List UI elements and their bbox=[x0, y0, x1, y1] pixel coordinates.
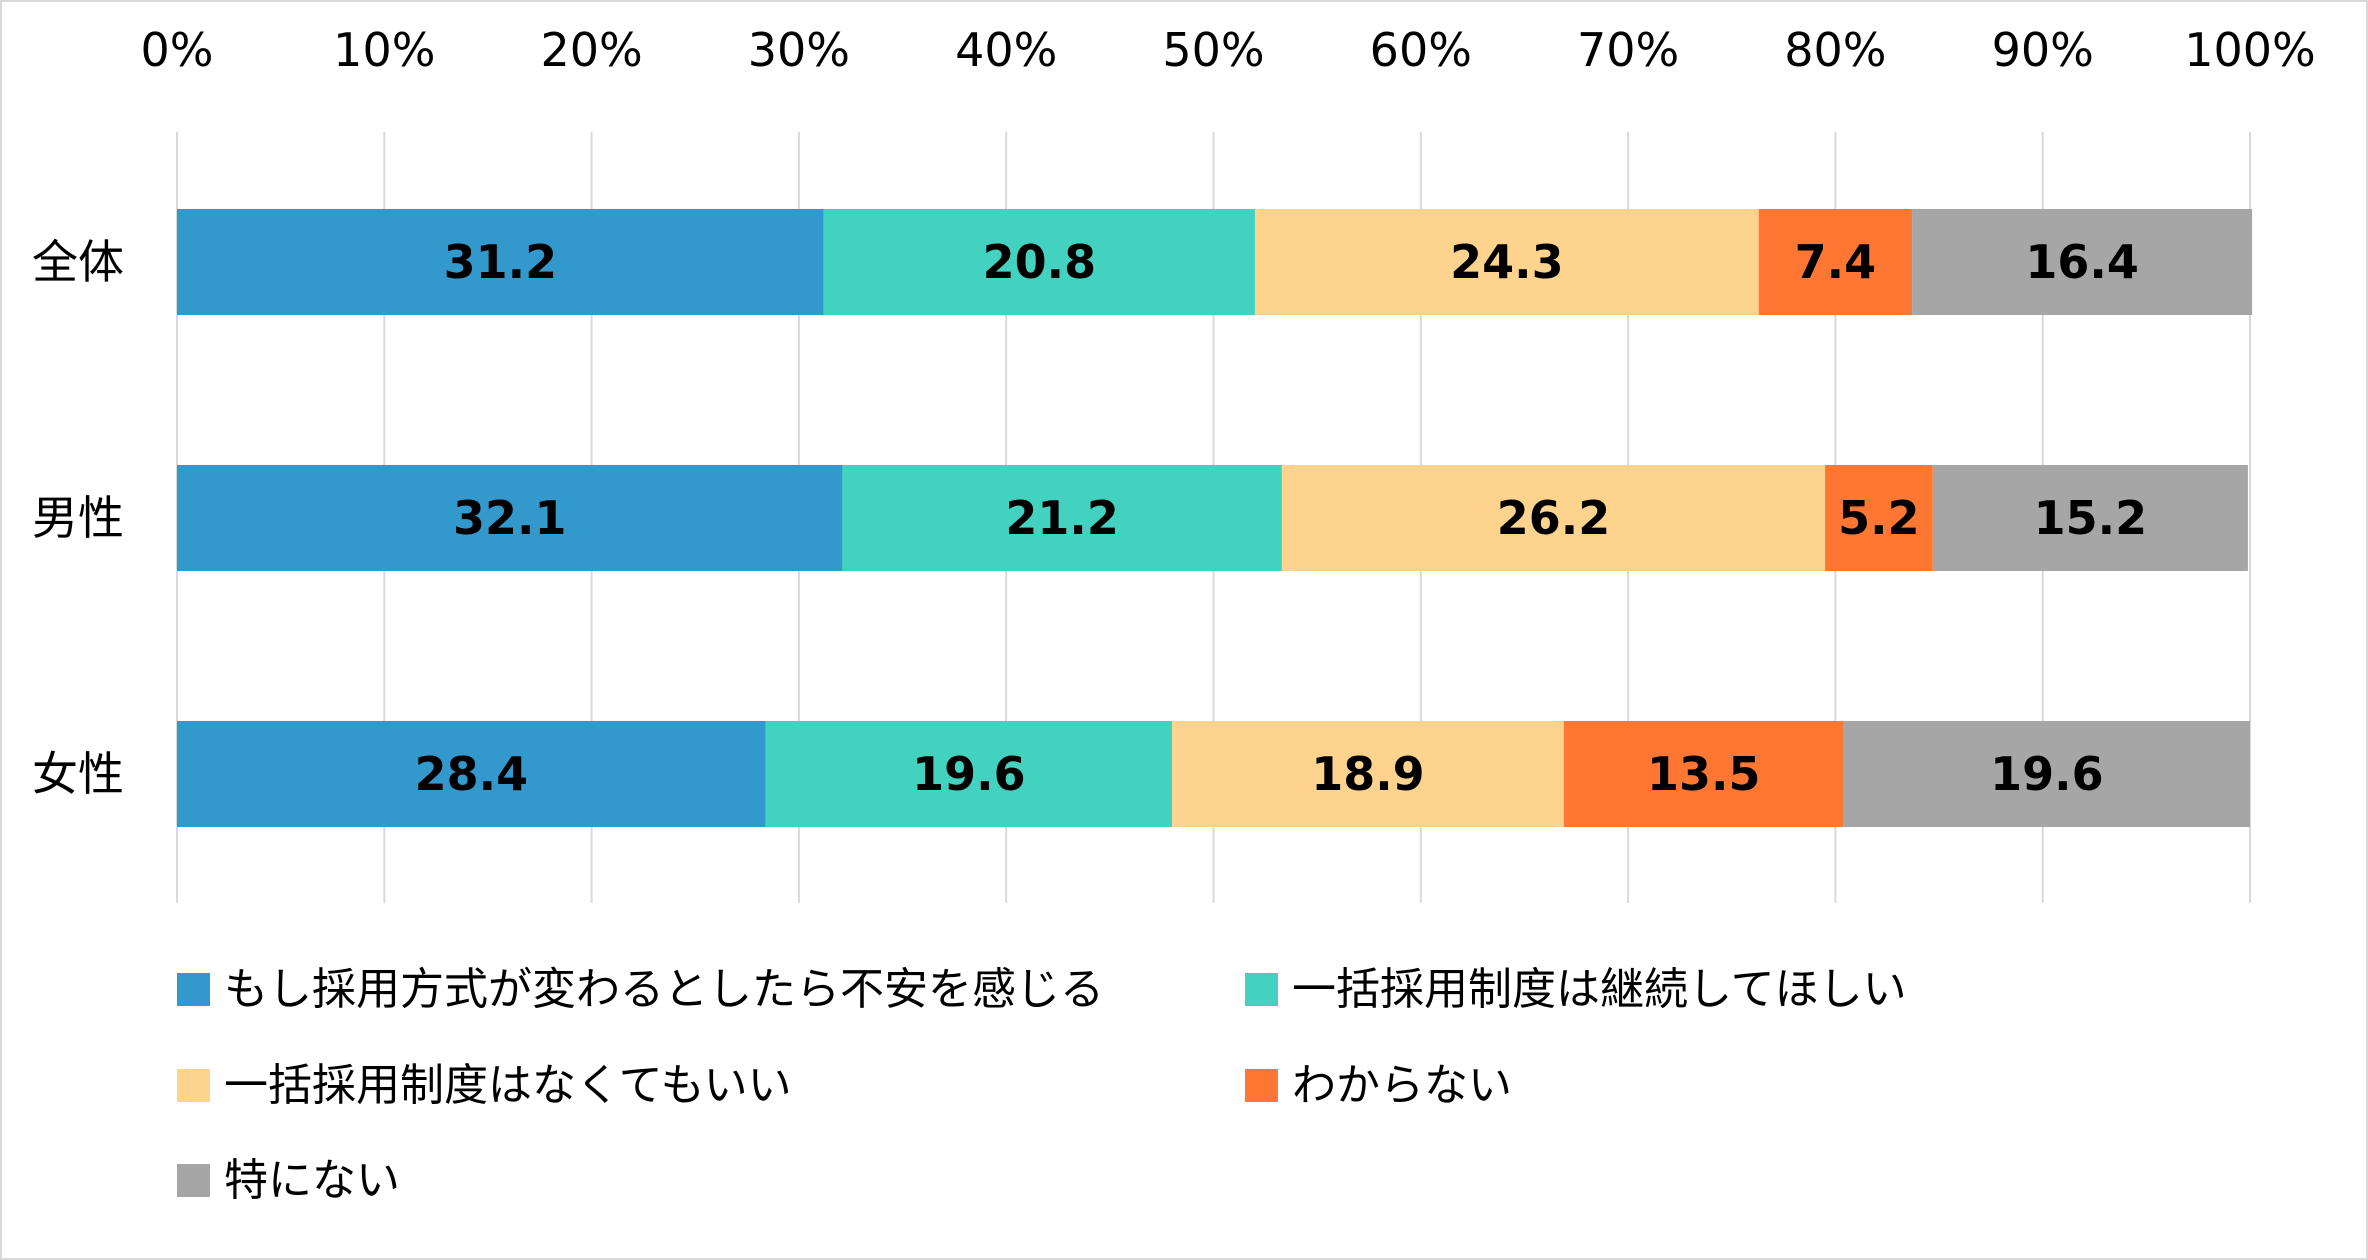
bar-segment bbox=[842, 465, 1282, 571]
data-label: 31.2 bbox=[444, 235, 558, 289]
x-tick-label: 30% bbox=[748, 23, 850, 77]
data-label: 15.2 bbox=[2034, 491, 2148, 545]
data-label: 26.2 bbox=[1497, 491, 1611, 545]
data-label: 5.2 bbox=[1838, 491, 1920, 545]
bar-segment bbox=[1758, 209, 1913, 315]
data-label: 24.3 bbox=[1450, 235, 1564, 289]
bar-segment bbox=[1932, 465, 2248, 571]
category-label: 男性 bbox=[32, 491, 124, 545]
x-axis-ticks: 0% 10% 20% 30% 40% 50% 60% 70% 80% 90% 100% bbox=[141, 23, 2316, 77]
legend-label: 特にない bbox=[224, 1155, 400, 1206]
x-tick-label: 70% bbox=[1577, 23, 1679, 77]
category-label: 女性 bbox=[32, 747, 124, 801]
legend-swatch bbox=[1245, 1069, 1278, 1102]
bar-segment bbox=[177, 209, 824, 315]
bars: 31.2 20.8 24.3 7.4 16.4 32.1 21.2 26.2 5.2 15.2 28… bbox=[177, 209, 2253, 827]
bar-segment bbox=[823, 209, 1255, 315]
data-label: 16.4 bbox=[2025, 235, 2139, 289]
data-label: 19.6 bbox=[912, 747, 1026, 801]
data-label: 13.5 bbox=[1647, 747, 1761, 801]
x-tick-label: 60% bbox=[1370, 23, 1472, 77]
bar-segment bbox=[1281, 465, 1826, 571]
legend: もし採用方式が変わるとしたら不安を感じる 一括採用制度は継続してほしい一括採用制度… bbox=[177, 964, 1907, 1206]
x-tick-label: 0% bbox=[141, 23, 214, 77]
x-tick-label: 90% bbox=[1992, 23, 2094, 77]
bar-segment bbox=[1912, 209, 2253, 315]
bar-segment bbox=[1254, 209, 1759, 315]
category-label: 全体 bbox=[32, 235, 124, 289]
legend-swatch bbox=[177, 1164, 210, 1197]
legend-label: わからない bbox=[1292, 1060, 1512, 1111]
x-tick-label: 80% bbox=[1784, 23, 1886, 77]
legend-swatch bbox=[177, 973, 210, 1006]
legend-label: 一括採用制度はなくてもいい bbox=[224, 1060, 792, 1111]
bar-segment bbox=[1172, 721, 1564, 827]
data-label: 20.8 bbox=[983, 235, 1097, 289]
legend-label: もし採用方式が変わるとしたら不安を感じる bbox=[224, 964, 1104, 1015]
bar-segment bbox=[765, 721, 1173, 827]
legend-swatch bbox=[1245, 973, 1278, 1006]
bar-segment bbox=[1843, 721, 2250, 827]
x-tick-label: 10% bbox=[333, 23, 435, 77]
x-tick-label: 20% bbox=[540, 23, 642, 77]
data-label: 32.1 bbox=[453, 491, 567, 545]
x-tick-label: 40% bbox=[955, 23, 1057, 77]
bar-segment bbox=[1563, 721, 1844, 827]
data-label: 7.4 bbox=[1795, 235, 1877, 289]
data-label: 21.2 bbox=[1005, 491, 1119, 545]
data-label: 18.9 bbox=[1311, 747, 1425, 801]
data-label: 28.4 bbox=[415, 747, 529, 801]
data-label: 19.6 bbox=[1990, 747, 2104, 801]
bar-segment bbox=[177, 721, 766, 827]
x-tick-label: 100% bbox=[2184, 23, 2316, 77]
legend-swatch bbox=[177, 1069, 210, 1102]
bar-segment bbox=[177, 465, 843, 571]
x-tick-label: 50% bbox=[1162, 23, 1264, 77]
bar-segment bbox=[1825, 465, 1933, 571]
legend-label: 一括採用制度は継続してほしい bbox=[1292, 964, 1907, 1015]
